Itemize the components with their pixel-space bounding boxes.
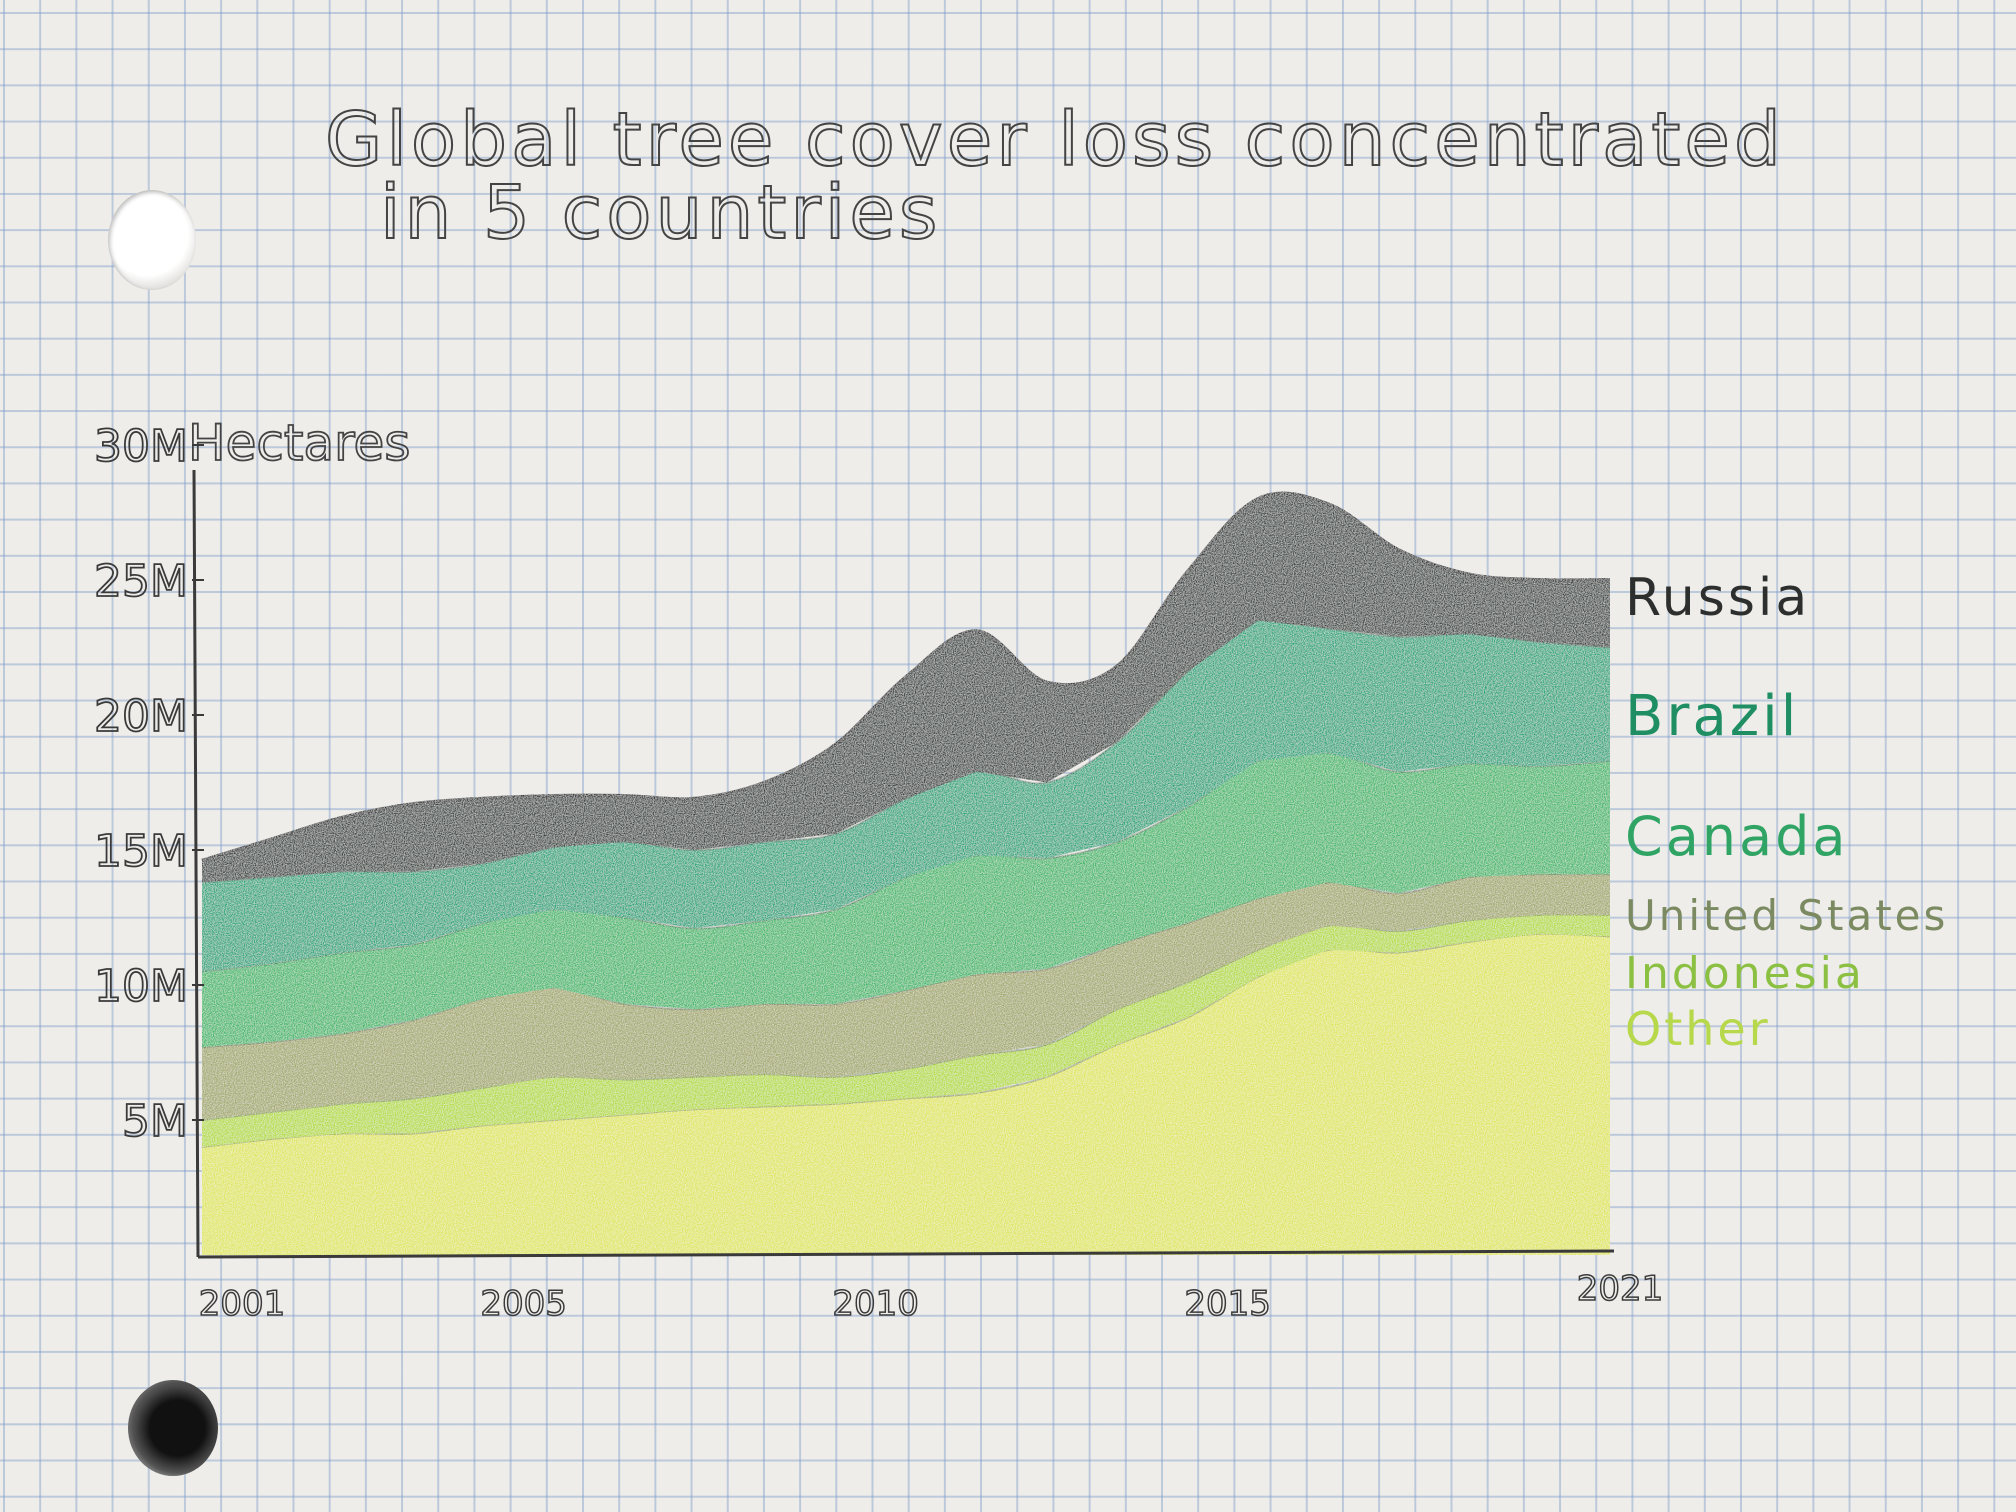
series-label-united-states: United States bbox=[1625, 891, 1948, 940]
stacked-areas bbox=[201, 491, 1611, 1255]
y-axis-title: Hectares bbox=[188, 414, 410, 472]
x-tick-label: 2005 bbox=[480, 1284, 567, 1324]
x-tick-label: 2021 bbox=[1577, 1269, 1664, 1309]
area-edge-russia bbox=[201, 491, 1611, 863]
y-axis-line bbox=[192, 469, 200, 1258]
series-label-indonesia: Indonesia bbox=[1625, 948, 1865, 999]
area-brazil bbox=[202, 618, 1610, 972]
binder-hole-bottom bbox=[128, 1380, 218, 1476]
axes bbox=[192, 469, 1615, 1259]
series-label-other: Other bbox=[1625, 1002, 1771, 1056]
x-tick-label: 2001 bbox=[199, 1284, 286, 1324]
series-label-russia: Russia bbox=[1625, 568, 1810, 628]
y-tick-label: 5M bbox=[122, 1096, 188, 1147]
y-tick-label: 25M bbox=[94, 556, 188, 607]
x-tick-label: 2010 bbox=[832, 1284, 919, 1324]
area-indonesia bbox=[202, 914, 1610, 1147]
y-tick-label: 30M bbox=[94, 421, 188, 472]
series-label-brazil: Brazil bbox=[1625, 684, 1799, 749]
x-tick-label: 2015 bbox=[1184, 1284, 1271, 1324]
area-united-states bbox=[202, 874, 1610, 1120]
y-tick-label: 10M bbox=[94, 961, 188, 1012]
binder-hole-top bbox=[108, 190, 196, 290]
x-tick-labels: 2001 2005 2010 2015 2021 bbox=[198, 1268, 1664, 1325]
chart-title-line-1: Global tree cover loss concentrated bbox=[325, 97, 1785, 183]
area-canada bbox=[202, 752, 1610, 1048]
y-tick-labels: 5M 10M 15M 20M 25M 30M bbox=[93, 420, 204, 1148]
y-tick-label: 20M bbox=[94, 691, 188, 742]
area-russia bbox=[202, 493, 1610, 883]
y-tick-label: 15M bbox=[94, 826, 188, 877]
area-other bbox=[202, 933, 1610, 1255]
x-axis-line bbox=[197, 1249, 1615, 1259]
chart-title-line-2: in 5 countries bbox=[380, 170, 941, 256]
series-label-canada: Canada bbox=[1625, 805, 1848, 868]
